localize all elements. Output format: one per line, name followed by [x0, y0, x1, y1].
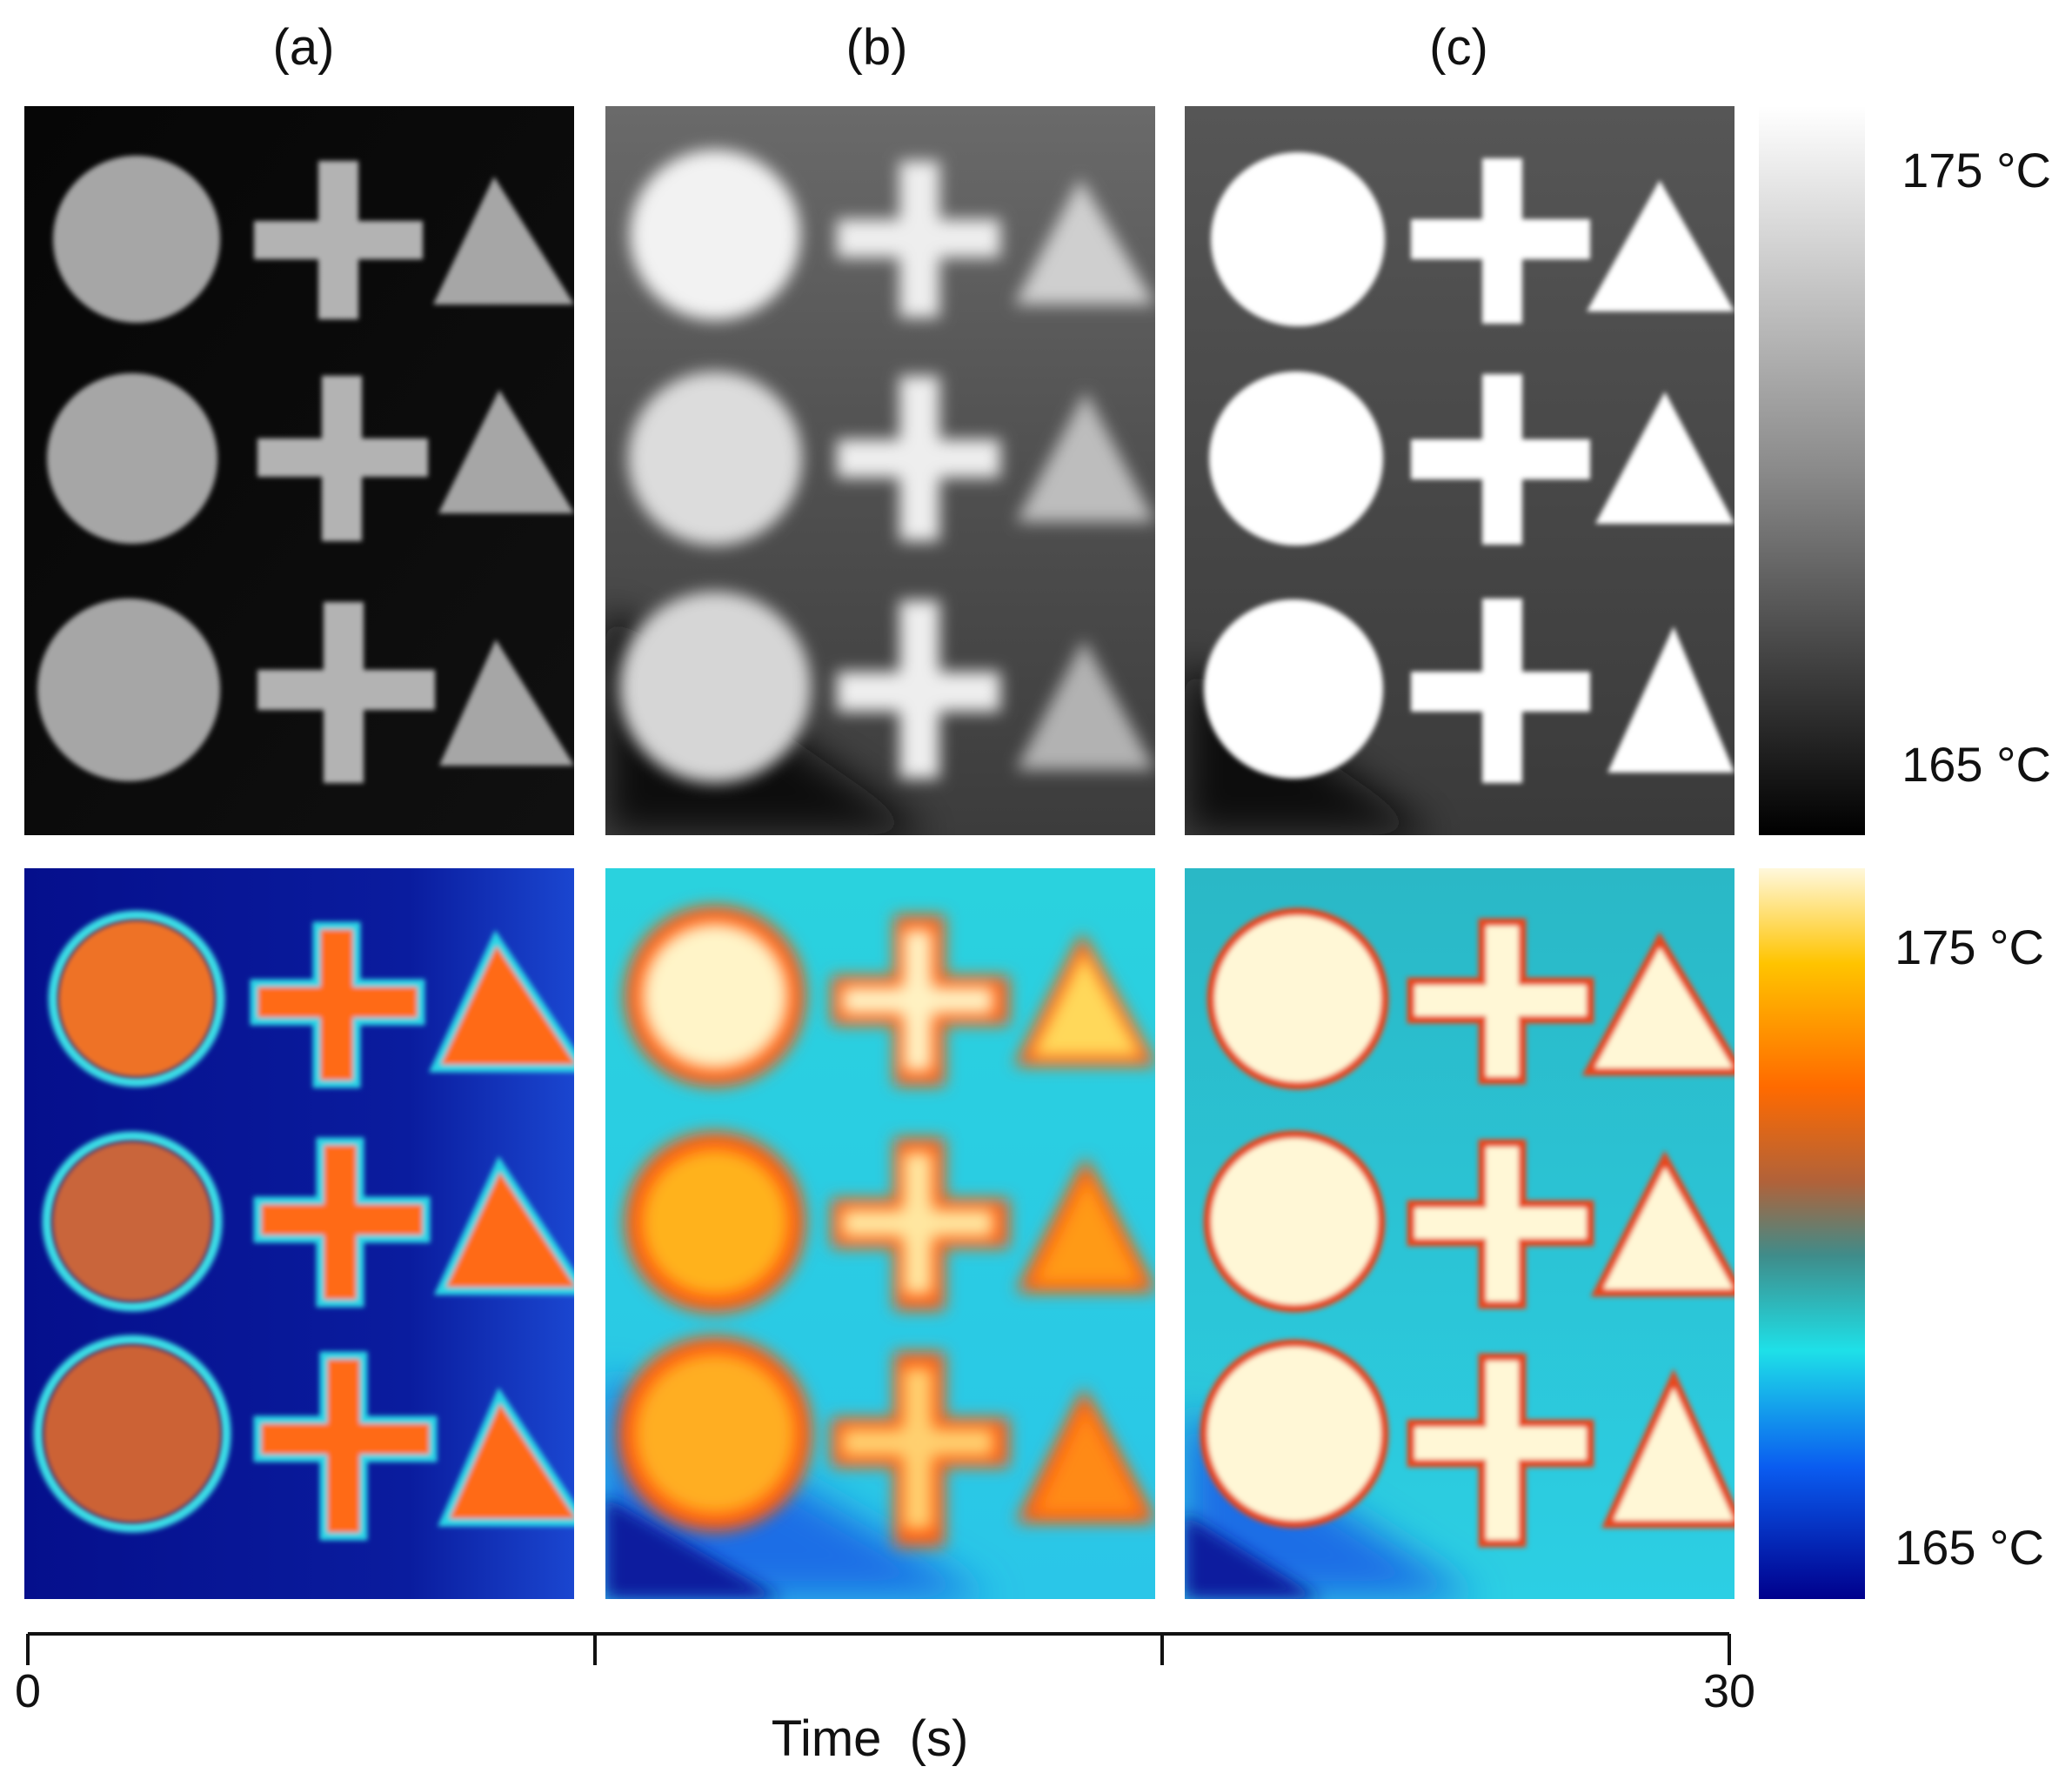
time-tick-label-start: 0	[15, 1665, 41, 1717]
color-colorbar	[1759, 868, 1865, 1599]
time-tick-label-end: 30	[1703, 1665, 1755, 1717]
panel-label-a: (a)	[273, 19, 335, 76]
time-axis-label: Time (s)	[772, 1710, 969, 1767]
grayscale-panel-a	[24, 106, 574, 835]
color-colorbar-min-label: 165 °C	[1895, 1520, 2044, 1575]
color-panel-b	[605, 868, 1155, 1599]
grayscale-colorbar-max-label: 175 °C	[1902, 143, 2051, 197]
grayscale-colorbar	[1759, 106, 1865, 835]
color-panel-a	[24, 868, 574, 1599]
color-colorbar-max-label: 175 °C	[1895, 920, 2044, 974]
grayscale-colorbar-min-label: 165 °C	[1902, 737, 2051, 792]
color-panel-c	[1185, 868, 1734, 1599]
panel-label-c: (c)	[1429, 19, 1488, 76]
panel-label-b: (b)	[846, 19, 908, 76]
grayscale-panel-c	[1185, 106, 1734, 835]
time-axis	[26, 1632, 1731, 1665]
grayscale-panel-b	[605, 106, 1155, 835]
